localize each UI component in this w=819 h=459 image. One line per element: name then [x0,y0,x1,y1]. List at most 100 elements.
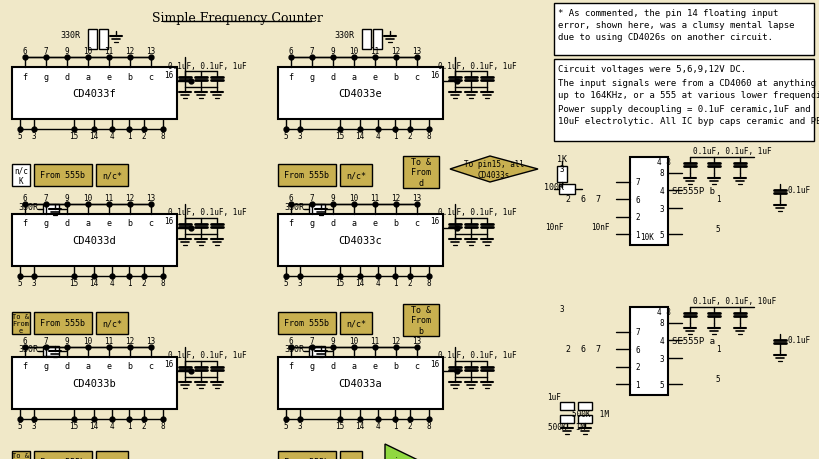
Text: 10: 10 [84,337,93,346]
Text: c: c [148,73,153,81]
Text: 11: 11 [104,337,114,346]
Text: 0.1uF, 0.1uF, 10uF: 0.1uF, 0.1uF, 10uF [693,297,776,306]
Text: 5: 5 [283,421,288,431]
Text: 4: 4 [376,421,380,431]
Text: 6: 6 [23,337,27,346]
Text: n/c*: n/c* [341,458,361,459]
Text: 9: 9 [65,47,70,56]
Text: 8: 8 [427,132,432,141]
Text: 100K: 100K [544,183,564,192]
Text: 10K: 10K [640,233,654,242]
Text: n/c*: n/c* [102,458,122,459]
Text: e: e [106,219,111,228]
Text: d: d [65,73,70,81]
Text: 12: 12 [125,194,134,203]
Text: 10uF electrolytic. All IC byp caps ceramic and PET.: 10uF electrolytic. All IC byp caps ceram… [558,117,819,126]
Text: 3: 3 [297,132,302,141]
Text: 5: 5 [18,421,22,431]
Text: 10: 10 [350,337,359,346]
Text: 3: 3 [659,354,664,363]
Text: To &
From
d: To & From d [411,158,431,187]
Text: n/c
K: n/c K [14,166,28,185]
Bar [99,30,108,50]
Text: 16: 16 [430,70,440,79]
Bar [278,165,336,187]
Text: g: g [43,73,48,81]
Text: 13: 13 [147,47,156,56]
Text: 15: 15 [335,279,345,288]
Text: c: c [414,73,419,81]
Text: d: d [65,362,70,371]
Bar [43,346,59,356]
Text: f: f [22,73,28,81]
Text: 11: 11 [370,194,380,203]
Text: 10: 10 [350,47,359,56]
Text: 11: 11 [370,47,380,56]
Text: 0.1uF: 0.1uF [788,336,811,345]
Text: 5: 5 [659,230,664,240]
Text: f: f [22,219,28,228]
Text: To pin15, all
CD4033s: To pin15, all CD4033s [464,160,524,179]
Text: 7: 7 [310,194,314,203]
Text: 1: 1 [392,421,397,431]
Bar [403,304,439,336]
Text: d: d [65,219,70,228]
Text: f: f [288,362,293,371]
Bar [373,30,382,50]
Text: n/c*: n/c* [102,319,122,328]
Text: 8: 8 [161,421,165,431]
Text: 4: 4 [110,132,115,141]
Text: 11: 11 [104,194,114,203]
Text: error, shown here, was a clumsy mental lapse: error, shown here, was a clumsy mental l… [558,22,794,30]
Text: 6: 6 [23,194,27,203]
Bar [12,357,177,409]
Text: 5: 5 [659,380,664,389]
Text: 6: 6 [288,47,293,56]
Text: 6: 6 [23,47,27,56]
Text: 4: 4 [110,421,115,431]
Text: 330R: 330R [18,203,38,212]
Text: 1K: 1K [557,155,567,164]
Text: 9: 9 [331,337,335,346]
Text: 9: 9 [65,337,70,346]
Text: 6: 6 [635,345,640,354]
Text: 4: 4 [376,279,380,288]
Text: From 555b: From 555b [284,319,329,328]
Bar [578,402,592,410]
Text: 330R: 330R [60,31,80,40]
Text: 5: 5 [283,132,288,141]
Text: 500K  1M: 500K 1M [572,409,609,419]
Text: g: g [310,362,314,371]
Text: From 555b: From 555b [40,458,85,459]
Text: 500K  1M: 500K 1M [547,423,585,431]
Bar [340,451,362,459]
Text: n/c*: n/c* [102,171,122,180]
Text: 3: 3 [559,165,564,174]
Text: n/c*: n/c* [346,171,366,180]
Bar [578,415,592,423]
Text: 2: 2 [142,421,147,431]
Text: CD4033a: CD4033a [338,378,382,388]
Text: 13: 13 [147,194,156,203]
Text: From 555b: From 555b [40,319,85,328]
Text: 9: 9 [331,194,335,203]
Text: 15: 15 [70,421,79,431]
Text: 12: 12 [391,337,400,346]
Bar [309,205,325,214]
Text: 2: 2 [635,363,640,371]
Text: 3: 3 [32,279,36,288]
Text: 14: 14 [89,279,98,288]
Text: c: c [414,362,419,371]
Text: CD4033f: CD4033f [73,89,116,99]
Bar [554,4,814,56]
Text: 3: 3 [297,279,302,288]
Text: 6: 6 [288,194,293,203]
Text: 0.1uF: 0.1uF [788,186,811,195]
Text: 12: 12 [391,194,400,203]
Text: 1: 1 [716,345,721,354]
Text: 1: 1 [635,230,640,240]
Text: in: in [393,457,403,459]
Bar [278,312,336,334]
Bar [34,165,92,187]
Bar [403,157,439,189]
